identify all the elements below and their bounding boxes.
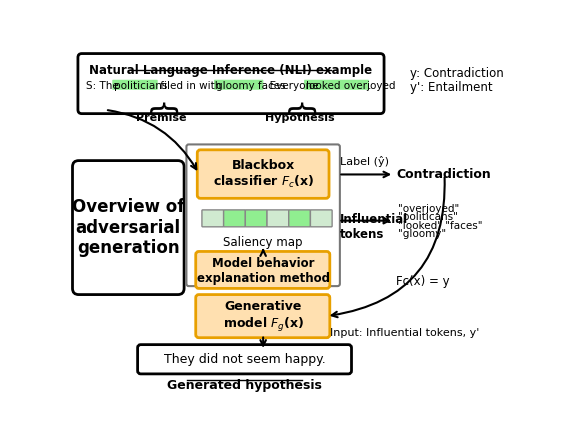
Text: Generated hypothesis: Generated hypothesis [167,379,322,392]
Text: S: The: S: The [86,81,122,91]
FancyBboxPatch shape [267,210,289,227]
FancyBboxPatch shape [202,210,224,227]
Text: filed in with: filed in with [157,81,224,91]
Text: Label (ŷ): Label (ŷ) [340,156,389,167]
Text: looked overjoyed: looked overjoyed [306,81,395,91]
Text: "overjoyed": "overjoyed" [398,204,459,214]
Text: politicians: politicians [114,81,167,91]
FancyBboxPatch shape [113,80,158,90]
FancyBboxPatch shape [137,345,351,374]
Text: }: } [147,94,176,114]
FancyBboxPatch shape [289,210,310,227]
FancyBboxPatch shape [197,150,329,198]
Text: "looked" "faces": "looked" "faces" [398,221,483,231]
FancyBboxPatch shape [224,210,245,227]
Text: y: Contradiction: y: Contradiction [409,66,503,80]
Text: Natural Language Inference (NLI) example: Natural Language Inference (NLI) example [89,63,372,77]
Text: Fc(x) = y: Fc(x) = y [397,275,450,288]
FancyBboxPatch shape [304,80,369,90]
FancyBboxPatch shape [78,54,384,114]
FancyBboxPatch shape [245,210,267,227]
Text: Generative
model $F_g$(x): Generative model $F_g$(x) [223,300,304,334]
Text: Influential
tokens: Influential tokens [340,213,408,241]
Text: Input: Influential tokens, y': Input: Influential tokens, y' [330,328,479,338]
Text: Premise: Premise [136,113,187,123]
FancyBboxPatch shape [310,210,332,227]
Text: Blackbox
classifier $F_c$(x): Blackbox classifier $F_c$(x) [213,159,314,190]
FancyBboxPatch shape [186,144,340,286]
Text: Overview of
adversarial
generation: Overview of adversarial generation [72,198,184,257]
Text: Contradiction: Contradiction [397,168,491,181]
Text: . Everyone: . Everyone [263,81,321,91]
Text: "gloomy": "gloomy" [398,229,446,239]
Text: }: } [285,94,314,114]
Text: Hypothesis: Hypothesis [264,113,335,123]
Text: .: . [368,81,372,91]
Text: gloomy faces: gloomy faces [216,81,285,91]
Text: "politicans": "politicans" [398,212,458,222]
FancyBboxPatch shape [214,80,263,90]
FancyBboxPatch shape [195,251,330,289]
Text: Model behavior
explanation method: Model behavior explanation method [197,257,329,285]
FancyBboxPatch shape [72,161,184,295]
Text: y': Entailment: y': Entailment [409,81,492,94]
Text: Saliency map: Saliency map [223,236,303,249]
FancyBboxPatch shape [195,295,330,338]
Text: They did not seem happy.: They did not seem happy. [164,353,325,366]
